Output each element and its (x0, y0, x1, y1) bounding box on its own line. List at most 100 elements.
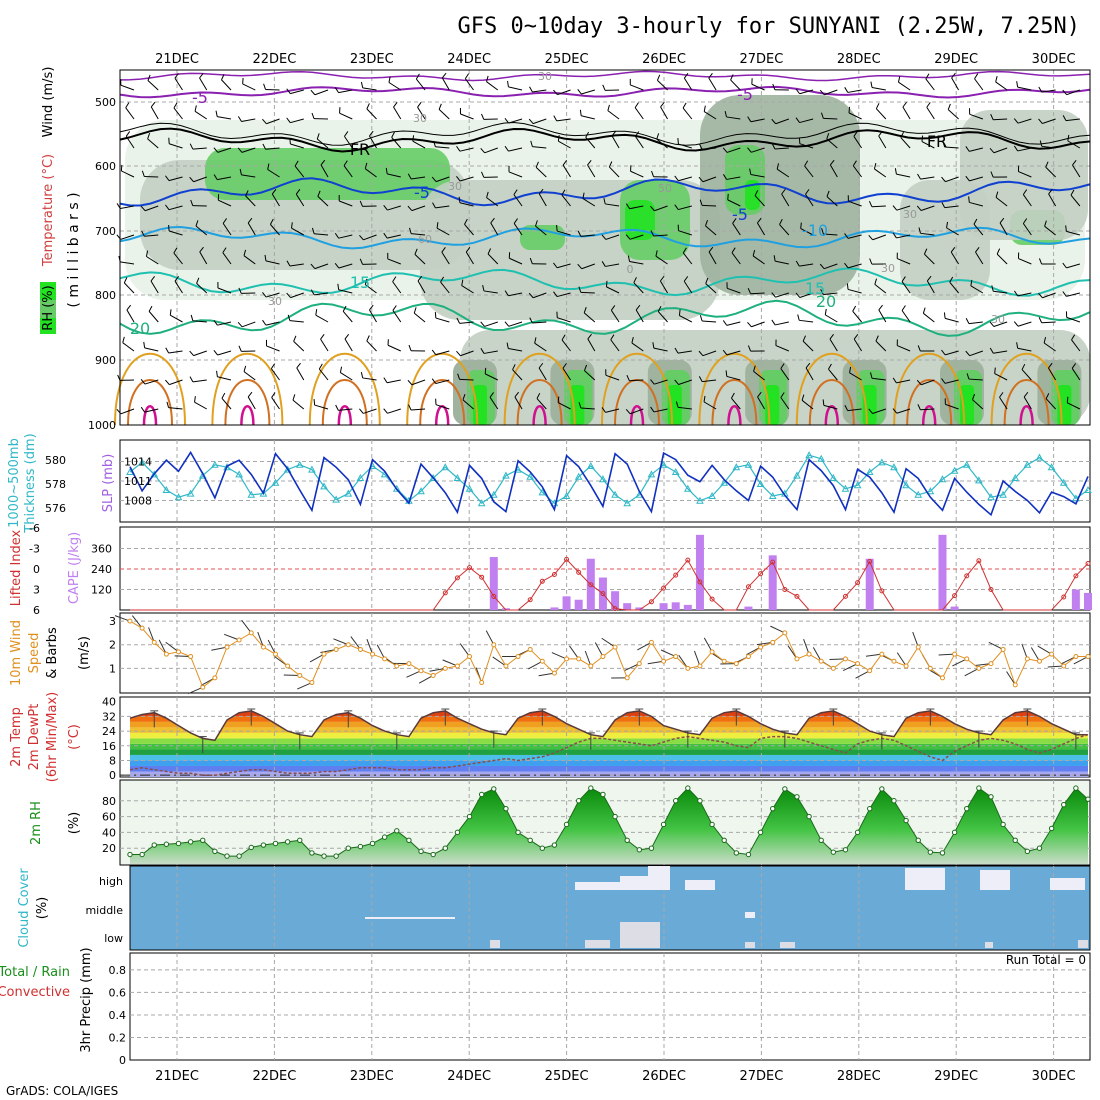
wind-barb-shaft (411, 408, 426, 411)
wind-barb-shaft (241, 118, 256, 122)
bottom-date-label: 29DEC (934, 1069, 978, 1084)
precip-tick: 0.2 (109, 1031, 127, 1044)
wind-barb-flag (989, 147, 995, 154)
wind-barb-shaft (655, 255, 668, 265)
wind-barb-shaft (387, 258, 401, 265)
wind-barb-flag (359, 200, 363, 207)
wind10m-barb (1047, 665, 1064, 668)
wind-barb-flag (965, 146, 970, 152)
rh2m-marker (672, 798, 679, 804)
wind-barb-shaft (801, 399, 814, 410)
wind-barb-flag (892, 408, 898, 414)
cape-bar (695, 534, 704, 610)
wind10m-marker (224, 644, 230, 650)
wind-barb-shaft (847, 89, 862, 93)
wind-barb-shaft (247, 396, 256, 410)
wind10m-marker (964, 656, 970, 662)
isotherm-minus10 (119, 70, 1090, 82)
wind-barb-shaft (754, 195, 765, 207)
wind-barb-shaft (290, 292, 304, 299)
wind-barb-flag (579, 109, 582, 116)
wind-barb-shaft (314, 233, 329, 236)
temp-band (130, 760, 1088, 766)
wind-barb-shaft (435, 176, 450, 183)
cape-bar (635, 607, 644, 610)
wind-barb-flag (1043, 337, 1047, 344)
wind10m-marker (709, 649, 715, 655)
wind10m-barb (569, 645, 580, 660)
thickness-marker (720, 478, 729, 486)
lifted-index-marker (879, 588, 885, 594)
isotherm-35-dome (240, 405, 255, 426)
wind-barb-shaft (243, 255, 256, 265)
wind10m-barb (912, 631, 919, 648)
wind-barb-flag (1048, 362, 1053, 369)
rh2m-marker (224, 853, 230, 859)
temp-band (130, 738, 1088, 744)
wind-barb-shaft (120, 408, 135, 415)
wind-barb-shaft (874, 168, 887, 178)
wind-barb-flag (561, 189, 566, 196)
minmax-label: (6hr Min/Max) (45, 692, 60, 782)
slp-label: SLP (mb) (101, 454, 116, 513)
wind-barb-flag (366, 103, 370, 110)
cape-bar (611, 591, 620, 610)
isotherm-35-dome (824, 405, 840, 426)
wind10m-marker (1024, 656, 1030, 662)
wind-barb-shaft (804, 165, 814, 178)
wind-barb-shaft (267, 169, 280, 178)
wind-barb-shaft (508, 118, 523, 124)
wind-barb-shaft (362, 87, 377, 91)
wind-barb-shaft (459, 321, 474, 324)
wind-barb-flag (553, 89, 558, 95)
thickness-marker (890, 463, 898, 471)
wind10m-barb (528, 660, 543, 670)
wind-barb-flag (779, 218, 783, 225)
rh2m-marker (175, 840, 182, 847)
wind-barb-flag (199, 246, 204, 253)
wind-barb-shaft (944, 317, 959, 323)
wind-barb-flag (900, 131, 905, 138)
wind10m-barb (770, 625, 786, 634)
wind-barb-shaft (800, 228, 814, 236)
wind-barb-shaft (144, 347, 159, 352)
wind10m-marker (200, 684, 206, 690)
wind-barb-shaft (678, 143, 692, 149)
top-date-label: 21DEC (155, 52, 199, 67)
wind-barb-flag (262, 292, 267, 298)
wind-barb-shaft (1048, 367, 1057, 381)
wind-barb-flag (829, 159, 835, 166)
wind-barb-flag (216, 370, 218, 377)
temp2m-tick: 40 (102, 696, 116, 709)
wind-barb-shaft (999, 396, 1008, 410)
wind-barb-shaft (532, 146, 547, 149)
rh2m-marker (297, 837, 303, 843)
wind-barb-shaft (630, 84, 644, 91)
precip-grid (130, 953, 1090, 1060)
wind10m-marker (236, 637, 242, 643)
wind-barb-flag (408, 344, 412, 351)
wind-barb-flag (334, 232, 340, 239)
lifted-index-marker (491, 593, 497, 599)
wind-barb-shaft (605, 374, 620, 381)
wind-barb-shaft (580, 234, 595, 237)
wind-barb-flag (1023, 391, 1029, 398)
wind-barb-flag (148, 305, 153, 312)
wind-barb-shaft (146, 256, 159, 265)
precip-unit-label: 3hr Precip (mm) (79, 947, 94, 1052)
isotherm-30-dome (127, 379, 173, 426)
wind-barb-shaft (825, 314, 838, 323)
freezing-level-line-2 (119, 121, 1090, 146)
freezing-level-line (119, 127, 1090, 153)
wind-barb-shaft (561, 339, 571, 352)
rh2m-marker (139, 851, 145, 858)
wind10m-barb (442, 659, 458, 667)
isotherm-25-dome (114, 352, 186, 426)
wind-barb-flag (752, 249, 756, 257)
wind-barb-shaft (629, 205, 644, 210)
wind10m-barb (855, 670, 870, 679)
wind-barb-shaft (852, 310, 862, 323)
wind10m-barb (624, 663, 640, 671)
wind-barb-flag (995, 191, 999, 198)
